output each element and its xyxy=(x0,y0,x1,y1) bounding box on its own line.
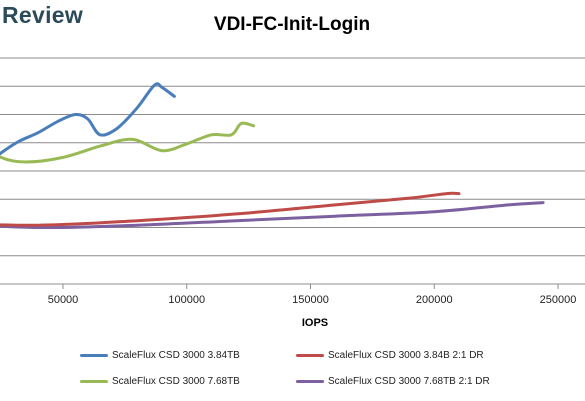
x-tick-label: 100000 xyxy=(168,294,205,306)
x-tick-label: 50000 xyxy=(48,294,79,306)
legend-label: ScaleFlux CSD 3000 3.84TB xyxy=(112,350,240,361)
legend-entry: ScaleFlux CSD 3000 7.68TB 2:1 DR xyxy=(296,376,490,387)
x-tick-label: 150000 xyxy=(292,294,329,306)
brand-logo-text: Review xyxy=(2,2,84,28)
legend-label: ScaleFlux CSD 3000 7.68TB xyxy=(112,376,240,387)
legend-label: ScaleFlux CSD 3000 3.84B 2:1 DR xyxy=(328,350,484,361)
legend-swatch xyxy=(296,354,324,357)
legend-label: ScaleFlux CSD 3000 7.68TB 2:1 DR xyxy=(328,376,490,387)
chart-legend: ScaleFlux CSD 3000 3.84TB ScaleFlux CSD … xyxy=(0,345,585,397)
chart-title: VDI-FC-Init-Login xyxy=(213,14,371,35)
legend-entry: ScaleFlux CSD 3000 3.84B 2:1 DR xyxy=(296,350,484,361)
legend-swatch xyxy=(296,380,324,383)
x-tick-label: 200000 xyxy=(416,294,453,306)
x-axis-label: IOPS xyxy=(301,317,329,329)
chart-plot: 50000 100000 150000 200000 250000 xyxy=(0,57,585,306)
series-line-3 xyxy=(0,121,256,164)
legend-swatch xyxy=(80,354,108,357)
series-line-2 xyxy=(0,191,461,227)
series-line-4 xyxy=(0,201,545,230)
legend-entry: ScaleFlux CSD 3000 3.84TB xyxy=(80,350,240,361)
x-tick-label: 250000 xyxy=(540,294,577,306)
legend-swatch xyxy=(80,380,108,383)
legend-entry: ScaleFlux CSD 3000 7.68TB xyxy=(80,376,240,387)
series-line-1 xyxy=(0,82,176,156)
